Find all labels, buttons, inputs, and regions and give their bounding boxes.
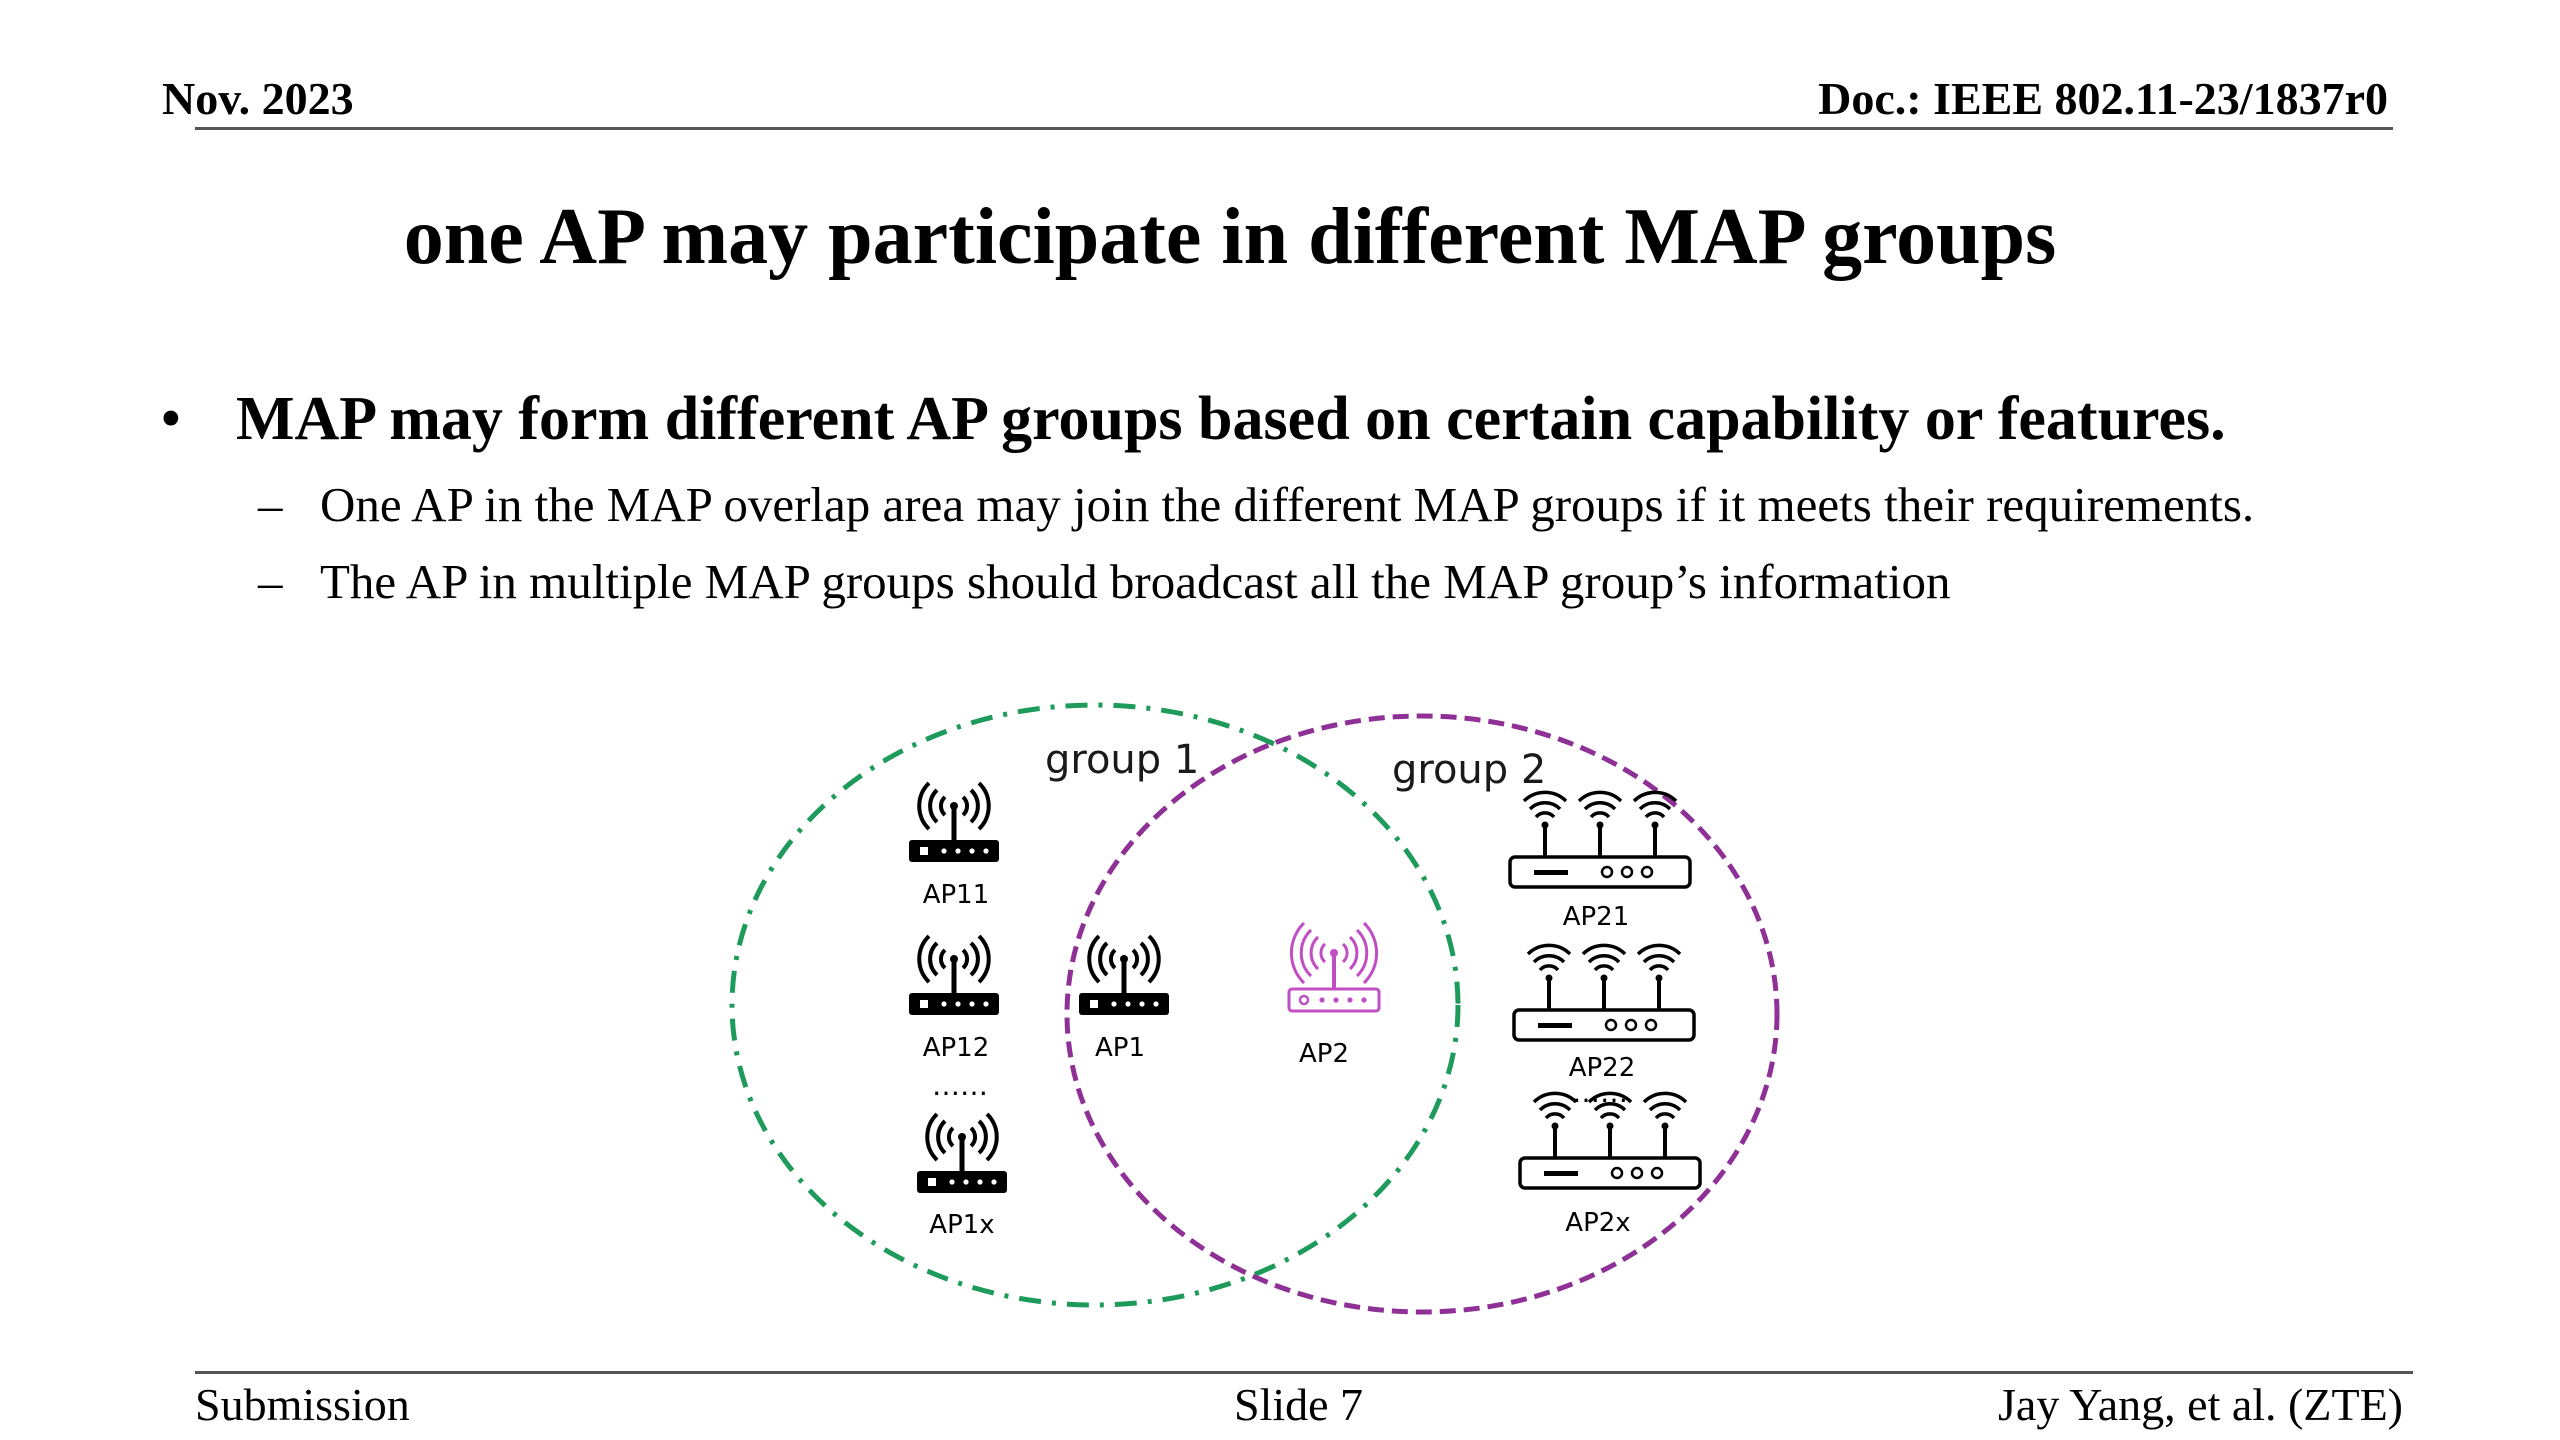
ap12-label: AP12 xyxy=(923,1033,990,1063)
group2-boundary xyxy=(1064,713,1780,1315)
header-doc-id: Doc.: IEEE 802.11-23/1837r0 xyxy=(1818,73,2388,124)
footer-slide-number: Slide 7 xyxy=(1234,1379,1364,1430)
footer-submission: Submission xyxy=(195,1379,410,1430)
ellipsis-group2: …… xyxy=(1572,1076,1628,1109)
group1-label: group 1 xyxy=(1045,737,1199,783)
header-date: Nov. 2023 xyxy=(162,73,354,124)
ap22-label: AP22 xyxy=(1569,1053,1636,1083)
dash-glyph: – xyxy=(258,554,283,609)
footer-divider xyxy=(195,1371,2413,1374)
ellipsis-group1: …… xyxy=(932,1069,988,1102)
ap1-icon xyxy=(1079,936,1169,1015)
bullet-main-text: MAP may form different AP groups based o… xyxy=(236,385,2226,453)
ap1-label: AP1 xyxy=(1095,1033,1145,1063)
ap21-icon xyxy=(1510,792,1690,887)
footer-author: Jay Yang, et al. (ZTE) xyxy=(1998,1379,2403,1430)
ap2x-label: AP2x xyxy=(1565,1208,1630,1238)
ap11-label: AP11 xyxy=(923,880,990,910)
sub-bullet-1: – One AP in the MAP overlap area may join… xyxy=(258,476,2254,533)
group2-label: group 2 xyxy=(1392,747,1546,793)
ap22-icon xyxy=(1514,945,1694,1040)
ap21-label: AP21 xyxy=(1563,902,1630,932)
ap11-icon xyxy=(909,783,999,862)
bullet-glyph: • xyxy=(160,385,182,453)
ap1x-icon xyxy=(917,1114,1007,1193)
sub-bullet-2-text: The AP in multiple MAP groups should bro… xyxy=(320,554,1951,609)
ap1x-label: AP1x xyxy=(929,1210,994,1240)
bullet-main: • MAP may form different AP groups based … xyxy=(160,384,2226,455)
header-divider xyxy=(195,127,2393,130)
ap12-icon xyxy=(909,936,999,1015)
group1-boundary xyxy=(729,702,1461,1308)
ap2-icon xyxy=(1287,921,1381,1013)
dash-glyph: – xyxy=(258,477,283,532)
ap2-label: AP2 xyxy=(1299,1039,1349,1069)
sub-bullet-2: – The AP in multiple MAP groups should br… xyxy=(258,553,1951,610)
slide-title: one AP may participate in different MAP … xyxy=(403,193,2057,281)
sub-bullet-1-text: One AP in the MAP overlap area may join … xyxy=(320,477,2255,532)
